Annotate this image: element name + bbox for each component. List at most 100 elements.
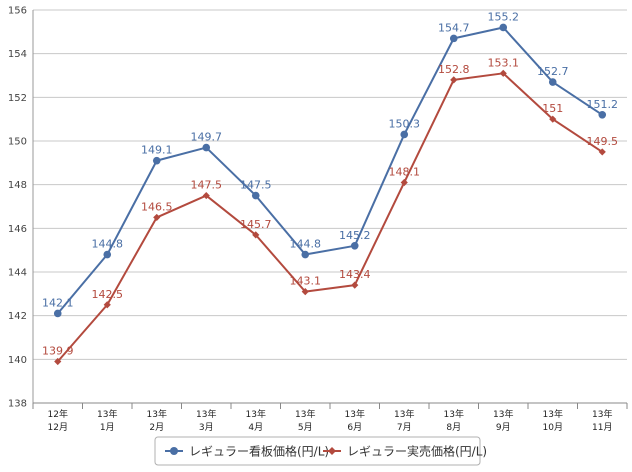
- data-label: 151.2: [587, 98, 619, 111]
- x-tick-label-month: 10月: [543, 422, 563, 433]
- x-tick-label-month: 12月: [48, 422, 68, 433]
- data-point: [548, 78, 557, 86]
- x-tick-label: 13年 4月: [246, 408, 266, 433]
- x-tick-label: 13年 7月: [394, 408, 414, 433]
- data-point: [301, 288, 309, 296]
- legend-label-1: レギュラー実売価格(円/L): [347, 444, 487, 459]
- data-label: 150.3: [389, 117, 421, 130]
- series-line-1: [56, 72, 603, 363]
- x-tick-label-year: 13年: [394, 408, 414, 420]
- x-tick-label-month: 3月: [199, 422, 214, 433]
- data-point: [103, 301, 111, 309]
- data-label: 152.8: [438, 63, 470, 76]
- data-label: 144.8: [290, 238, 322, 251]
- x-tick-label-year: 13年: [444, 408, 464, 420]
- x-tick-label-year: 13年: [246, 408, 266, 420]
- x-tick-label-year: 13年: [97, 408, 117, 420]
- data-point: [202, 143, 211, 152]
- x-tick-label-year: 12年: [48, 408, 68, 420]
- x-tick-label-month: 5月: [298, 422, 313, 433]
- data-label: 142.1: [42, 296, 74, 309]
- data-point: [301, 250, 310, 259]
- data-label: 147.5: [191, 179, 223, 192]
- x-tick-label-month: 4月: [248, 422, 263, 433]
- x-tick-label-year: 13年: [543, 408, 563, 420]
- data-point: [53, 309, 62, 318]
- data-label: 153.1: [488, 56, 520, 69]
- data-point: [252, 231, 260, 239]
- x-tick-label: 13年 1月: [97, 408, 117, 433]
- y-tick-label-150: 150: [8, 137, 27, 148]
- data-point: [350, 242, 359, 250]
- data-point: [400, 130, 409, 139]
- data-point: [449, 34, 458, 43]
- x-tick-label: 13年 10月: [543, 408, 563, 433]
- data-label: 155.2: [488, 10, 520, 23]
- series-line-0: [56, 26, 603, 315]
- data-point: [152, 156, 161, 165]
- data-point: [153, 213, 161, 222]
- x-tick-label: 13年 8月: [444, 408, 464, 433]
- x-tick-label: 13年 6月: [345, 408, 365, 433]
- data-point: [202, 191, 210, 200]
- y-tick-label-152: 152: [8, 93, 27, 104]
- x-tick-label-year: 13年: [592, 408, 612, 420]
- x-tick-label: 13年 2月: [147, 408, 167, 433]
- data-point: [450, 76, 458, 84]
- data-label: 149.1: [141, 144, 173, 157]
- grid-lines: [33, 9, 627, 404]
- y-tick-label-140: 140: [8, 355, 27, 366]
- x-tick-label-month: 9月: [496, 422, 511, 433]
- data-label: 143.1: [290, 275, 322, 288]
- data-point: [351, 281, 359, 289]
- data-point: [499, 69, 507, 77]
- y-tick-label-148: 148: [8, 180, 27, 191]
- data-labels: 142.1 144.8 149.1 149.7 147.5 144.8 145.2 150.3…: [42, 10, 618, 357]
- data-label: 147.5: [240, 179, 272, 192]
- x-tick-label-month: 7月: [397, 422, 412, 433]
- data-point: [499, 23, 508, 32]
- data-label: 146.5: [141, 200, 173, 213]
- data-label: 152.7: [537, 65, 569, 78]
- legend: レギュラー看板価格(円/L) レギュラー実売価格(円/L): [154, 436, 487, 466]
- data-point: [251, 191, 260, 200]
- x-tick-label: 13年 9月: [493, 408, 513, 433]
- x-tick-label-year: 13年: [147, 408, 167, 420]
- data-label: 148.1: [389, 165, 421, 178]
- x-tick-label-year: 13年: [196, 408, 216, 420]
- data-point: [103, 250, 112, 259]
- data-point: [598, 111, 607, 119]
- x-tick-label-month: 8月: [446, 422, 461, 433]
- y-tick-label-156: 156: [8, 6, 27, 17]
- legend-marker-0: [170, 447, 178, 455]
- data-label: 144.8: [92, 238, 124, 251]
- data-point: [598, 148, 606, 156]
- x-tick-label: 13年 11月: [592, 408, 612, 433]
- x-tick-label: 13年 5月: [295, 408, 315, 433]
- y-tick-label-144: 144: [8, 268, 27, 279]
- x-tick-label-month: 2月: [149, 422, 164, 433]
- legend-label-0: レギュラー看板価格(円/L): [189, 444, 329, 459]
- data-label: 145.7: [240, 218, 272, 231]
- y-tick-label-138: 138: [8, 399, 27, 410]
- data-label: 154.7: [438, 21, 470, 34]
- data-label: 143.4: [339, 268, 371, 281]
- data-label: 139.9: [42, 345, 74, 358]
- data-label: 151: [542, 102, 563, 115]
- y-tick-label-142: 142: [8, 311, 27, 322]
- series-group: [53, 23, 607, 366]
- y-tick-label-154: 154: [8, 49, 27, 60]
- x-tick-label-month: 11月: [592, 422, 612, 433]
- x-tick-label-month: 1月: [100, 422, 115, 433]
- data-point: [400, 178, 408, 187]
- y-tick-label-146: 146: [8, 224, 27, 235]
- data-label: 149.7: [191, 131, 223, 144]
- legend-marker-1: [328, 447, 336, 455]
- data-label: 142.5: [92, 288, 124, 301]
- x-tick-label: 12年 12月: [48, 408, 68, 433]
- y-axis: 138 140 142 144 146 148 150 152 154 156: [8, 6, 34, 410]
- data-label: 145.2: [339, 229, 371, 242]
- legend-box: [154, 436, 481, 466]
